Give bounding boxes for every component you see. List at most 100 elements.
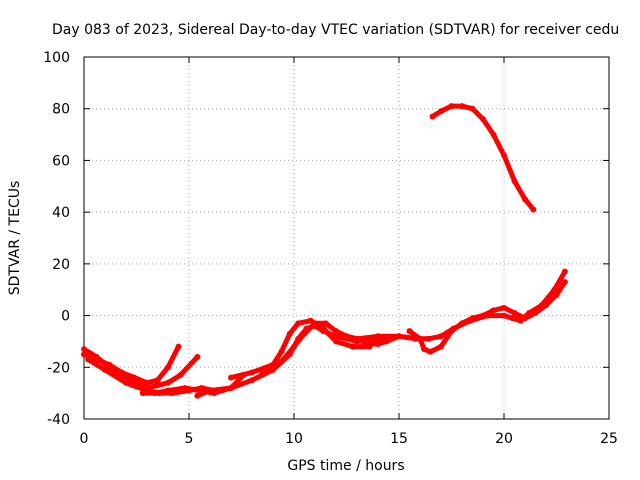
series-s2	[81, 346, 200, 391]
data-point	[194, 353, 201, 360]
data-point	[123, 379, 129, 386]
data-point	[553, 291, 560, 298]
y-tick-label: 0	[61, 309, 70, 325]
data-point	[144, 379, 150, 386]
y-axis-label: SDTVAR / TECUs	[7, 181, 23, 296]
data-point	[228, 374, 234, 381]
series-s6	[228, 318, 373, 381]
y-tick-label: 80	[52, 102, 70, 118]
data-point	[511, 178, 518, 185]
data-point	[427, 348, 434, 355]
data-point	[322, 320, 329, 327]
data-point	[375, 333, 381, 340]
x-tick-label: 5	[185, 431, 194, 447]
data-point	[438, 333, 444, 340]
data-point	[421, 346, 428, 353]
data-point	[501, 304, 507, 311]
data-point	[501, 152, 507, 159]
data-point	[354, 335, 360, 342]
y-tick-label: -20	[47, 360, 70, 376]
data-point	[425, 335, 432, 342]
data-point	[249, 377, 255, 384]
data-point	[286, 330, 293, 337]
data-point	[278, 348, 285, 355]
y-tick-label: 40	[52, 205, 70, 221]
data-point	[480, 312, 486, 319]
data-point	[312, 320, 318, 327]
grid-lines	[84, 57, 609, 419]
data-point	[396, 333, 402, 340]
data-point	[165, 379, 171, 386]
data-point	[561, 278, 568, 285]
data-point	[532, 309, 539, 316]
data-point	[295, 320, 302, 327]
axis-ticks: 0 5 10 15 20 25 -40 -20 0 20 40 60 80 100	[43, 50, 618, 447]
data-point	[522, 315, 528, 322]
data-point	[259, 369, 266, 376]
data-point	[93, 353, 100, 360]
y-tick-label: 60	[52, 153, 70, 169]
data-point	[165, 364, 171, 371]
data-point	[480, 116, 486, 123]
data-point	[543, 302, 549, 309]
data-point	[333, 330, 339, 337]
data-point	[280, 356, 287, 363]
data-point	[194, 392, 201, 399]
data-point	[333, 338, 339, 345]
data-point	[448, 328, 455, 335]
data-point	[207, 387, 213, 394]
data-point	[511, 309, 518, 316]
x-tick-label: 25	[600, 431, 618, 447]
data-point	[349, 343, 356, 350]
data-point	[551, 286, 558, 293]
chart-title: Day 083 of 2023, Sidereal Day-to-day VTE…	[52, 22, 619, 38]
data-series	[81, 103, 568, 399]
data-point	[139, 390, 146, 397]
x-tick-label: 0	[80, 431, 89, 447]
x-tick-label: 15	[390, 431, 408, 447]
data-point	[181, 384, 188, 391]
data-point	[469, 105, 476, 112]
data-point	[469, 315, 476, 322]
data-point	[561, 268, 568, 275]
data-point	[154, 377, 161, 384]
data-point	[459, 320, 465, 327]
data-point	[165, 387, 171, 394]
data-point	[459, 103, 465, 110]
data-point	[501, 312, 507, 319]
data-point	[270, 364, 276, 371]
data-point	[438, 343, 444, 350]
data-point	[448, 103, 455, 110]
data-point	[154, 382, 161, 389]
plot-frame	[83, 56, 610, 420]
data-point	[177, 372, 184, 379]
data-point	[81, 346, 87, 353]
data-point	[291, 343, 297, 350]
data-point	[522, 196, 528, 203]
data-point	[429, 113, 436, 120]
data-point	[490, 307, 497, 314]
y-tick-label: 100	[43, 50, 70, 66]
data-point	[85, 356, 92, 363]
data-point	[438, 108, 444, 115]
data-point	[364, 341, 371, 348]
x-tick-label: 10	[285, 431, 303, 447]
data-point	[509, 315, 516, 322]
data-point	[530, 206, 537, 213]
data-point	[152, 390, 159, 397]
y-tick-label: -40	[47, 412, 70, 428]
x-tick-label: 20	[495, 431, 513, 447]
data-point	[320, 325, 327, 332]
data-point	[102, 366, 108, 373]
data-point	[490, 131, 497, 138]
data-point	[383, 338, 390, 345]
data-point	[406, 328, 413, 335]
y-tick-label: 20	[52, 257, 70, 273]
data-point	[249, 369, 255, 376]
x-axis-label: GPS time / hours	[287, 458, 404, 474]
data-point	[228, 384, 234, 391]
data-point	[175, 343, 182, 350]
data-point	[301, 330, 308, 337]
data-point	[417, 335, 423, 342]
